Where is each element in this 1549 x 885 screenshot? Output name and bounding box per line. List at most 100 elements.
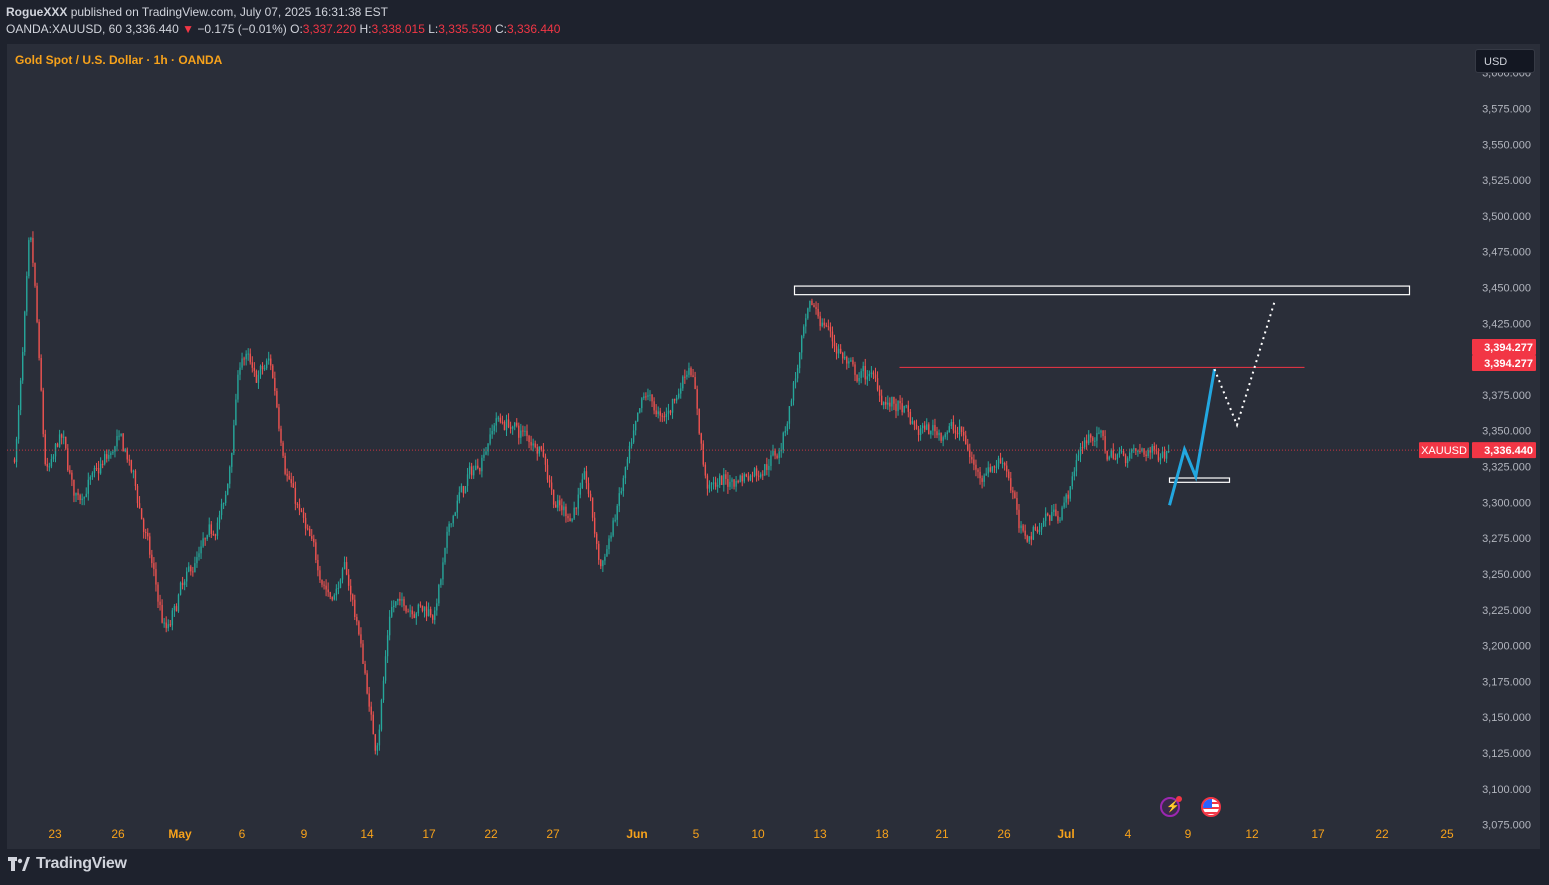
candle-body xyxy=(503,421,506,431)
candle-body xyxy=(177,594,180,612)
candle-body xyxy=(723,474,725,485)
candle-body xyxy=(809,300,811,309)
candle-body xyxy=(874,374,877,379)
candle-body xyxy=(1100,430,1102,433)
candle-body xyxy=(692,375,694,378)
us-flag-event-icon[interactable] xyxy=(1201,797,1221,817)
candle-body xyxy=(417,604,420,614)
candle-body xyxy=(844,356,846,359)
candle-body xyxy=(1131,449,1133,453)
candle-body xyxy=(794,378,797,383)
candle-body xyxy=(1106,450,1108,460)
candle-body xyxy=(108,454,110,459)
candle-body xyxy=(153,563,155,570)
candle-body xyxy=(497,417,499,419)
candle-body xyxy=(93,468,96,473)
candle-body xyxy=(548,479,551,483)
candle-body xyxy=(965,435,967,445)
candle-body xyxy=(407,611,409,613)
candle-body xyxy=(600,559,602,567)
candle-body xyxy=(864,365,866,380)
lightning-event-icon[interactable]: ⚡ xyxy=(1160,796,1182,817)
x-tick-label: 27 xyxy=(546,827,560,841)
candle-body xyxy=(501,421,504,423)
candle-body xyxy=(73,479,75,496)
candle-body xyxy=(91,472,94,478)
candle-body xyxy=(126,449,128,460)
candle-body xyxy=(436,603,438,611)
candle-body xyxy=(573,507,575,519)
currency-button[interactable]: USD xyxy=(1475,49,1535,73)
candle-body xyxy=(907,405,909,412)
candle-body xyxy=(741,475,743,482)
candle-body xyxy=(639,408,641,413)
candle-body xyxy=(212,533,215,535)
high-label: H: xyxy=(359,22,372,36)
candle-body xyxy=(770,455,772,466)
candle-body xyxy=(58,434,61,447)
candle-body xyxy=(589,493,592,498)
candle-body xyxy=(249,353,251,363)
candle-body xyxy=(829,326,832,332)
candle-body xyxy=(380,700,383,730)
candle-body xyxy=(136,485,139,504)
published-text: published on TradingView.com, July 07, 2… xyxy=(70,5,389,19)
candle-body xyxy=(766,464,768,470)
candle-body xyxy=(118,435,120,437)
candle-body xyxy=(473,470,475,476)
candle-body xyxy=(405,605,407,612)
candle-body xyxy=(536,447,538,454)
candle-body xyxy=(388,616,391,636)
candle-body xyxy=(306,528,309,530)
candle-body xyxy=(1014,492,1016,499)
tradingview-logo[interactable]: TradingView xyxy=(8,855,127,873)
candle-body xyxy=(1149,450,1151,453)
candle-body xyxy=(24,311,26,353)
candle-body xyxy=(1065,494,1067,503)
candle-body xyxy=(903,405,905,413)
candle-body xyxy=(124,449,126,452)
candle-body xyxy=(423,606,426,611)
candle-body xyxy=(1163,451,1166,459)
candle-body xyxy=(327,589,329,593)
resistance-zone xyxy=(793,285,1411,296)
candle-body xyxy=(99,463,102,474)
publisher-name[interactable]: RogueXXX xyxy=(6,5,68,19)
candle-body xyxy=(259,365,262,375)
candle-body xyxy=(364,663,366,674)
candle-body xyxy=(971,457,973,460)
candle-body xyxy=(1003,463,1006,466)
candle-body xyxy=(1073,471,1076,477)
candle-body xyxy=(122,433,124,452)
tradingview-brand: TradingView xyxy=(36,855,127,872)
candle-body xyxy=(255,370,258,383)
candle-body xyxy=(376,745,379,751)
candle-body xyxy=(1081,447,1084,449)
candle-body xyxy=(1129,452,1131,459)
candle-body xyxy=(905,405,907,407)
candle-body xyxy=(1010,478,1012,491)
candle-body xyxy=(860,371,862,378)
candle-body xyxy=(534,443,536,448)
candle-body xyxy=(893,396,895,404)
candle-body xyxy=(932,425,934,431)
candle-body xyxy=(399,598,401,601)
candle-body xyxy=(101,463,104,465)
candle-body xyxy=(522,430,524,432)
candle-body xyxy=(915,424,918,430)
candle-body xyxy=(854,364,856,375)
candle-body xyxy=(733,479,735,487)
candle-body xyxy=(653,401,655,411)
candle-body xyxy=(591,497,594,518)
candle-body xyxy=(985,473,987,476)
candle-body xyxy=(151,554,153,564)
candle-body xyxy=(56,443,59,447)
candle-body xyxy=(493,425,495,431)
candle-body xyxy=(753,468,756,476)
candle-body xyxy=(628,445,631,460)
candle-body xyxy=(1038,529,1041,532)
candle-body xyxy=(489,434,491,444)
candle-body xyxy=(210,524,212,534)
candle-body xyxy=(571,518,573,522)
